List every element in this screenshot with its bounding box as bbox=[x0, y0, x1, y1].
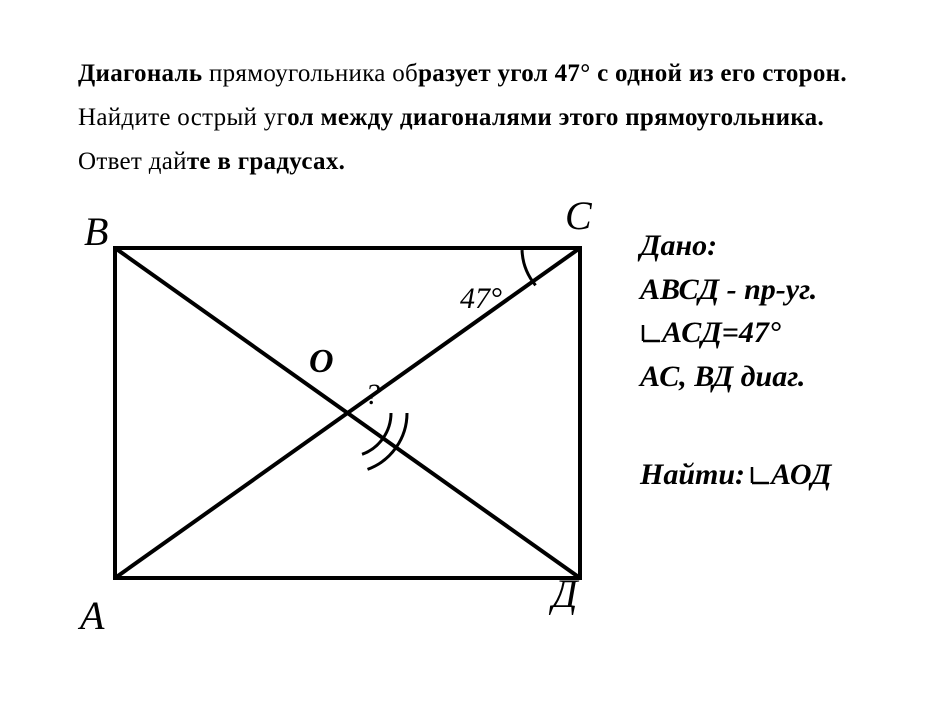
problem-p4: Найдите острый уг bbox=[78, 104, 287, 131]
given-title: Дано: bbox=[640, 224, 817, 268]
problem-p3: разует угол 47° с одной из его сторон. bbox=[418, 60, 847, 87]
vertex-label-A: A bbox=[80, 592, 104, 639]
given-line3: АС, ВД диаг. bbox=[640, 355, 817, 399]
diagram-svg bbox=[60, 198, 620, 648]
problem-statement: Диагональ прямоугольника образует угол 4… bbox=[78, 52, 884, 183]
problem-p2: прямоугольника об bbox=[202, 60, 418, 87]
angle-icon bbox=[640, 322, 662, 344]
center-label-O: O bbox=[309, 343, 334, 381]
angle-icon bbox=[749, 464, 771, 486]
problem-p1: Диагональ bbox=[78, 60, 202, 87]
vertex-label-B: B bbox=[84, 208, 108, 255]
problem-p5: ол между диагоналями этого прямоугольник… bbox=[287, 104, 824, 131]
given-line1: АВСД - пр-уг. bbox=[640, 268, 817, 312]
given-line2: АСД=47° bbox=[640, 311, 817, 355]
find-angle: АОД bbox=[771, 458, 831, 491]
geometry-diagram: B C A Д O 47° ? bbox=[60, 198, 620, 678]
find-section: Найти: АОД bbox=[640, 458, 831, 492]
problem-p7: те в градусах. bbox=[187, 148, 345, 175]
angle-label-question: ? bbox=[365, 378, 380, 412]
angle-label-47: 47° bbox=[460, 282, 502, 316]
find-title: Найти: bbox=[640, 458, 745, 491]
given-section: Дано: АВСД - пр-уг. АСД=47° АС, ВД диаг. bbox=[640, 224, 817, 398]
vertex-label-D: Д bbox=[552, 570, 577, 617]
problem-p6: Ответ дай bbox=[78, 148, 187, 175]
vertex-label-C: C bbox=[565, 192, 592, 239]
